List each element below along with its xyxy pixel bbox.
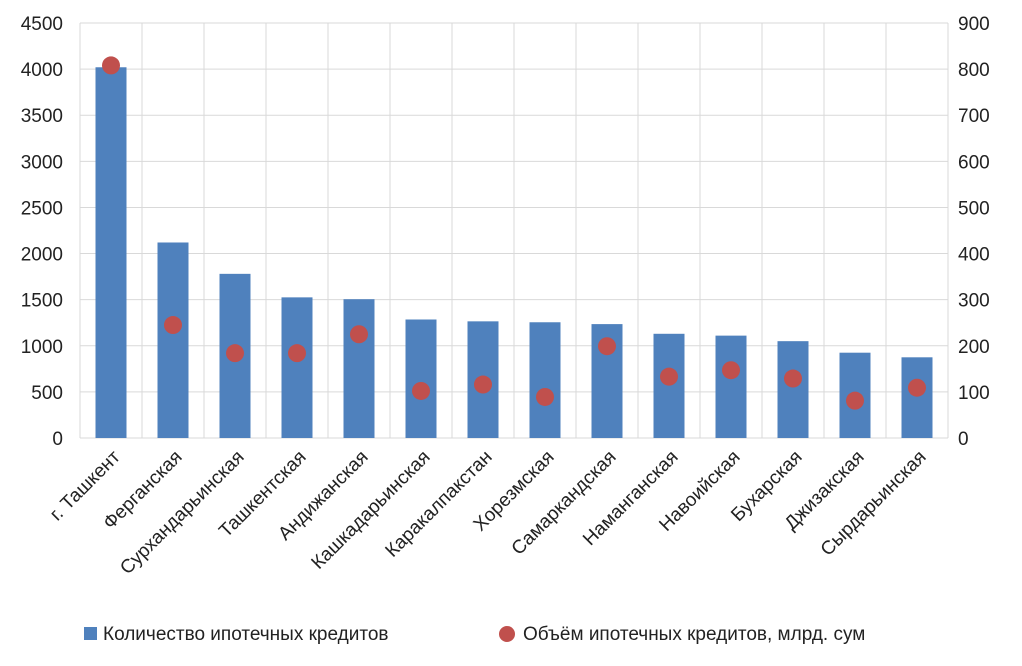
left-tick-label: 1000 [21,337,63,358]
right-tick-label: 300 [958,291,990,312]
right-tick-label: 0 [958,429,969,450]
bar [281,297,313,438]
category-axis: г. ТашкентФерганскаяСурхандарьинскаяТашк… [46,446,931,578]
data-point [908,378,926,397]
data-point [350,325,368,344]
grid-lines [79,22,949,439]
bar [405,319,437,438]
right-tick-label: 400 [958,245,990,266]
legend-bar-swatch [84,627,97,640]
category-label: Сырдарьинская [817,447,931,561]
right-tick-label: 700 [958,106,990,127]
left-tick-label: 2000 [21,245,63,266]
right-tick-label: 900 [958,14,990,35]
data-point [722,361,740,380]
bar [777,341,809,438]
legend-bar-label: Количество ипотечных кредитов [103,624,389,645]
right-tick-label: 500 [958,198,990,219]
left-tick-label: 1500 [21,291,63,312]
bar [715,335,747,438]
legend: Количество ипотечных кредитов Объём ипот… [84,624,865,645]
left-tick-label: 500 [31,383,63,404]
data-point [474,375,492,394]
data-point [536,387,554,406]
right-tick-label: 600 [958,152,990,173]
bar [343,299,375,438]
data-point [598,337,616,356]
data-point [784,369,802,388]
point-series [102,56,926,410]
legend-point-swatch [499,626,515,642]
data-point [102,56,120,75]
legend-point-label: Объём ипотечных кредитов, млрд. сум [523,624,865,645]
data-point [412,381,430,400]
right-tick-label: 100 [958,383,990,404]
left-tick-label: 0 [52,429,63,450]
data-point [226,344,244,363]
left-tick-label: 4500 [21,14,63,35]
bar [95,67,127,439]
data-point [660,367,678,386]
data-point [288,344,306,363]
bar [901,357,933,438]
category-label: Кашкадарьинская [308,447,435,574]
right-tick-label: 800 [958,60,990,81]
bar [653,333,685,438]
category-label: Каракалпакстан [382,447,497,562]
data-point [164,316,182,335]
left-axis: 0 500 1000 1500 2000 2500 3000 3500 4000 4500 [21,14,63,450]
left-tick-label: 3000 [21,152,63,173]
data-point [846,391,864,410]
right-tick-label: 200 [958,337,990,358]
category-label: Самаркандская [508,447,621,560]
bar [157,242,189,438]
left-tick-label: 4000 [21,60,63,81]
bar-series [95,67,933,439]
left-tick-label: 2500 [21,198,63,219]
bar [529,322,561,438]
left-tick-label: 3500 [21,106,63,127]
right-axis: 0 100 200 300 400 500 600 700 800 900 [958,14,990,450]
